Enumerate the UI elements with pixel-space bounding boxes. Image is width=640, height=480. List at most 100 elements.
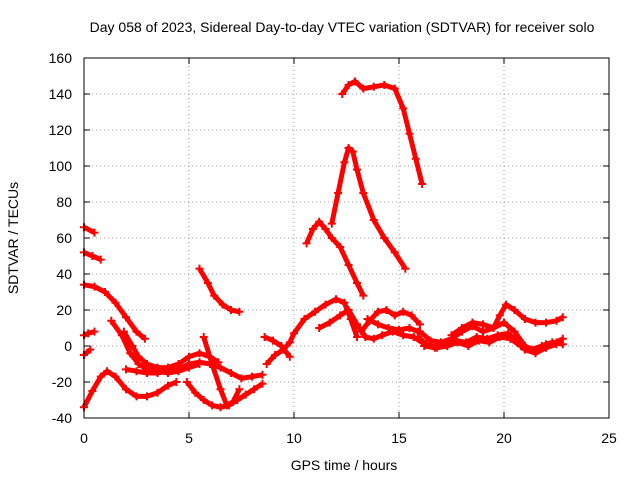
data-point	[208, 401, 217, 410]
y-tick-label: 40	[56, 266, 72, 282]
data-point	[441, 340, 450, 349]
data-point	[174, 365, 183, 374]
data-point	[199, 333, 208, 341]
data-point	[344, 261, 353, 269]
data-point	[332, 295, 340, 304]
data-point	[229, 397, 238, 406]
data-point	[447, 331, 456, 340]
data-point	[195, 358, 204, 367]
data-point	[369, 82, 378, 91]
data-point	[134, 352, 143, 361]
data-point	[195, 349, 204, 358]
data-point	[416, 327, 424, 336]
data-point	[126, 349, 135, 358]
series-line-s14	[263, 334, 292, 359]
data-point	[327, 234, 336, 242]
y-tick-label: -20	[52, 374, 72, 390]
data-point	[542, 343, 550, 352]
data-point	[542, 318, 550, 327]
data-point	[88, 252, 97, 260]
data-point	[363, 315, 372, 323]
data-point	[88, 387, 97, 395]
data-point	[384, 324, 393, 332]
chart-title: Day 058 of 2023, Sidereal Day-to-day VTE…	[90, 19, 595, 35]
data-point	[132, 392, 141, 401]
data-point	[359, 84, 368, 93]
data-point	[258, 379, 267, 388]
data-point	[302, 239, 311, 248]
data-point	[521, 315, 529, 323]
series-line-s15	[304, 219, 366, 297]
data-point	[285, 338, 294, 347]
data-point	[96, 372, 105, 381]
data-point	[140, 334, 149, 343]
data-point	[378, 331, 387, 340]
data-point	[348, 147, 357, 156]
data-point	[86, 345, 95, 354]
data-point	[122, 313, 130, 322]
axis-ticks: 0 5 10 15 20 25 -40 -20 0 20 40 60 80 100 120 140 160	[49, 50, 617, 446]
data-point	[315, 217, 324, 226]
x-axis-title: GPS time / hours	[291, 457, 398, 473]
data-point	[350, 77, 359, 86]
data-point	[369, 334, 378, 343]
data-point	[426, 336, 435, 345]
data-point	[185, 352, 193, 361]
data-point	[361, 333, 370, 341]
data-point	[191, 388, 200, 397]
data-point	[271, 351, 280, 359]
data-point	[90, 327, 99, 336]
data-point	[203, 279, 212, 287]
data-point	[285, 352, 294, 361]
data-point	[195, 264, 204, 273]
data-point	[374, 320, 382, 329]
data-point	[210, 291, 219, 300]
data-point	[227, 369, 235, 377]
data-point	[111, 298, 120, 307]
data-point	[399, 331, 408, 340]
data-point	[311, 307, 319, 316]
data-point	[390, 84, 399, 93]
data-point	[353, 320, 361, 329]
data-point	[552, 340, 561, 349]
data-point	[380, 81, 389, 89]
data-point	[357, 327, 366, 336]
data-point	[340, 158, 349, 167]
x-tick-label: 20	[496, 430, 512, 446]
y-tick-label: 60	[56, 230, 72, 246]
y-axis-title: SDTVAR / TECUs	[5, 182, 21, 294]
data-point	[504, 329, 513, 338]
data-point	[101, 288, 109, 296]
data-point	[405, 129, 414, 138]
data-point	[185, 360, 193, 368]
data-point	[308, 225, 317, 233]
data-point	[390, 248, 399, 257]
data-point	[222, 401, 231, 410]
series-line-s12	[201, 336, 242, 408]
data-point	[420, 342, 429, 350]
data-point	[119, 327, 128, 336]
data-point	[227, 306, 235, 314]
data-point	[96, 255, 105, 264]
data-point	[344, 81, 353, 89]
data-point	[315, 324, 324, 332]
x-tick-label: 0	[80, 430, 88, 446]
data-point	[122, 365, 130, 374]
data-point	[338, 90, 347, 98]
data-point	[521, 345, 529, 354]
data-point	[122, 385, 130, 394]
y-tick-label: 100	[49, 158, 73, 174]
data-point	[552, 316, 561, 325]
grid	[84, 58, 609, 418]
data-point	[90, 228, 99, 237]
y-tick-label: -40	[52, 410, 72, 426]
data-point	[248, 372, 256, 381]
data-point	[216, 363, 225, 372]
data-point	[472, 333, 481, 341]
data-point	[483, 334, 492, 343]
data-point	[416, 320, 424, 329]
data-point	[458, 324, 466, 332]
data-point	[430, 343, 439, 352]
data-point	[128, 342, 137, 350]
data-point	[241, 390, 250, 399]
